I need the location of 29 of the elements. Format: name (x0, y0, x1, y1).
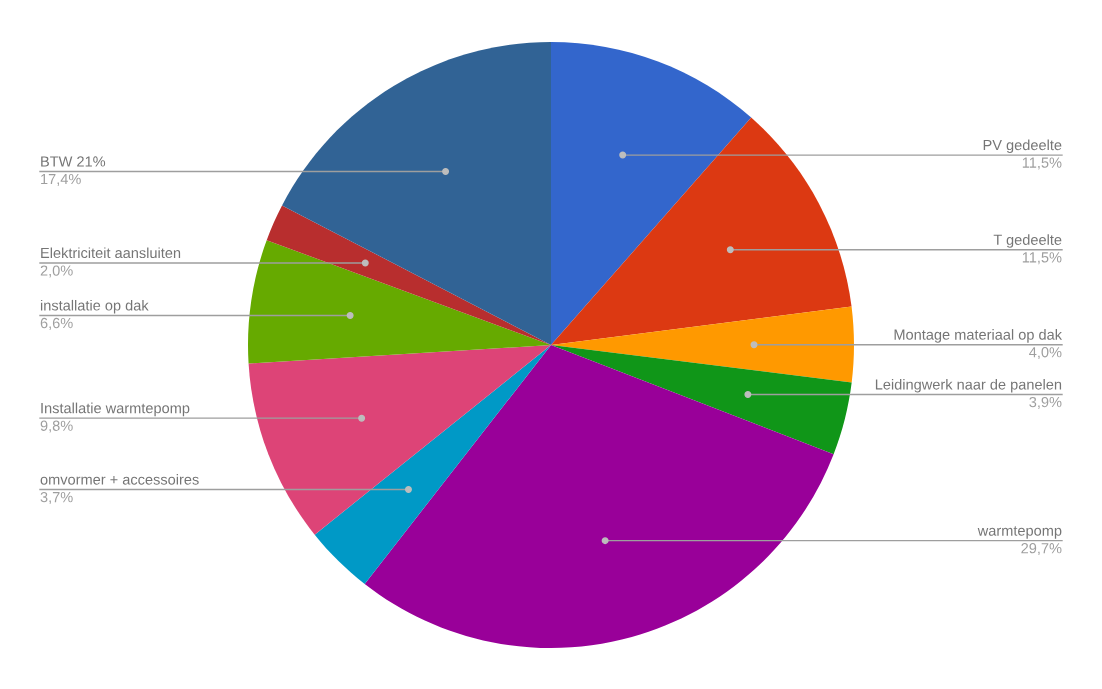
pie-slice (314, 345, 551, 584)
data-label: 4,0% (1029, 347, 1062, 360)
slice-label: Elektriciteit aansluiten (41, 247, 181, 259)
data-label: 17,4% (41, 173, 81, 186)
data-label: 3,7% (40, 491, 73, 504)
pie-slice (551, 345, 852, 455)
data-label: 29,7% (1021, 543, 1062, 556)
slice-label: Installatie warmtepomp (41, 402, 190, 417)
slice-label: Montage materiaal op dak (894, 329, 1063, 343)
slice-label: warmtepomp (977, 526, 1062, 539)
pie-slice (551, 117, 852, 345)
slice-label: BTW 21% (41, 156, 106, 167)
slice-label: Leidingwerk naar de panelen (875, 378, 1062, 393)
pie-slice (282, 42, 551, 345)
slice-label: PV gedeelte (983, 139, 1062, 154)
slice-label: T gedeelte (993, 234, 1062, 248)
pie-slice (248, 345, 551, 535)
pie-slice (248, 240, 551, 364)
data-label: 2,0% (40, 265, 73, 278)
pie-slice (364, 345, 834, 648)
data-label: 11,5% (1022, 157, 1062, 170)
data-label: 3,9% (1029, 396, 1062, 409)
slice-label: omvormer + accessoires (40, 473, 199, 485)
pie-slice (266, 205, 551, 345)
data-label: 9,8% (40, 420, 73, 433)
data-label: 11,5% (1022, 252, 1062, 265)
data-label: 6,6% (40, 317, 73, 330)
slice-label: installatie op dak (40, 299, 149, 314)
pie-slice (551, 42, 752, 345)
